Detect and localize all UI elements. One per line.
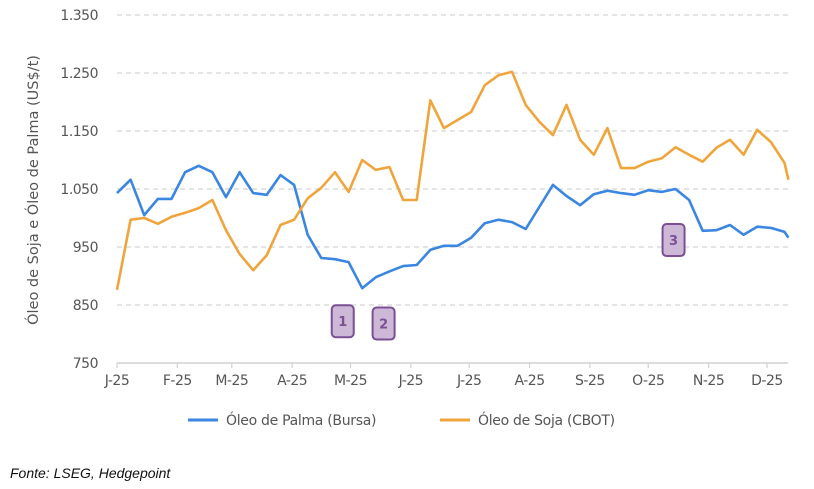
annotation-box	[330, 304, 355, 339]
x-tick-label: A-25	[277, 373, 307, 389]
y-tick-label: 850	[73, 298, 98, 314]
x-tick-label: O-25	[632, 373, 664, 389]
series-line-soy	[115, 70, 790, 291]
x-tick-label: J-25	[104, 373, 130, 389]
x-tick-label: J-25	[456, 373, 482, 389]
annotation-label: 1	[338, 315, 347, 330]
annotation-box	[661, 223, 686, 258]
y-tick-label: 1.250	[60, 66, 98, 82]
x-tick-label: S-25	[575, 373, 605, 389]
legend-label: Óleo de Soja (CBOT)	[478, 411, 615, 429]
y-tick-label: 1.050	[60, 182, 98, 198]
annotation-label: 3	[669, 234, 678, 249]
series-line-palm	[116, 164, 790, 290]
y-tick-label: 1.350	[60, 8, 98, 24]
x-tick-label: J-25	[398, 373, 424, 389]
line-chart: 750 850 950 1.050 1.150 1.250 1.350 J-25 F-25 M-2…	[24, 8, 790, 429]
x-tick-label: N-25	[693, 373, 724, 389]
y-tick-label: 750	[73, 356, 98, 372]
y-tick-label: 950	[73, 240, 98, 256]
x-tick-label: A-25	[514, 373, 544, 389]
x-tick-label: F-25	[163, 373, 192, 389]
legend-label: Óleo de Palma (Bursa)	[226, 411, 376, 429]
annotation-label: 2	[379, 318, 388, 333]
x-tick-label: M-25	[334, 373, 367, 389]
x-tick-label: D-25	[751, 373, 783, 389]
x-tick-label: M-25	[215, 373, 248, 389]
y-axis-label: Óleo de Soja e Óleo de Palma (US$/t)	[24, 55, 42, 325]
annotation-box	[371, 306, 396, 341]
source-note: Fonte: LSEG, Hedgepoint	[10, 465, 171, 481]
y-tick-label: 1.150	[60, 124, 98, 140]
